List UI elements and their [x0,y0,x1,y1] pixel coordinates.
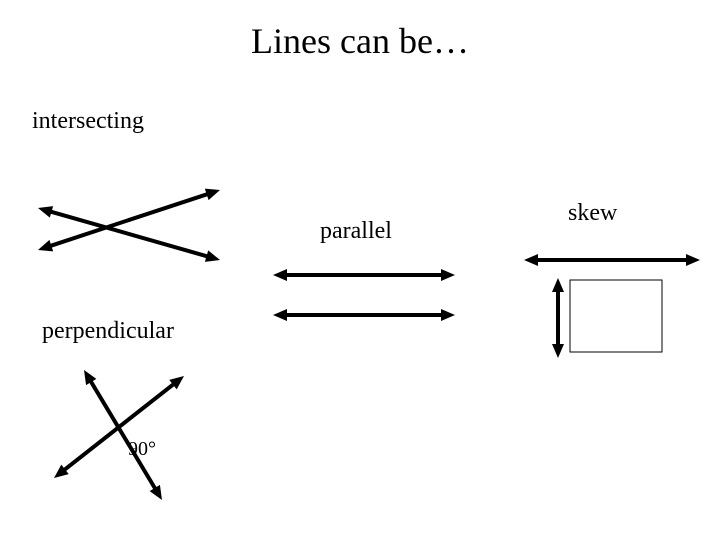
diagram-perpendicular [34,350,204,520]
page-title: Lines can be… [0,20,720,62]
label-intersecting: intersecting [32,108,144,135]
label-skew: skew [568,200,617,227]
diagram-parallel [255,250,475,340]
diagram-skew [510,238,710,368]
label-parallel: parallel [320,218,392,245]
diagram-intersecting [20,160,240,280]
label-perpendicular: perpendicular [42,318,174,345]
